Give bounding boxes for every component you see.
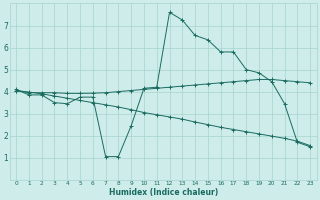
X-axis label: Humidex (Indice chaleur): Humidex (Indice chaleur): [108, 188, 218, 197]
